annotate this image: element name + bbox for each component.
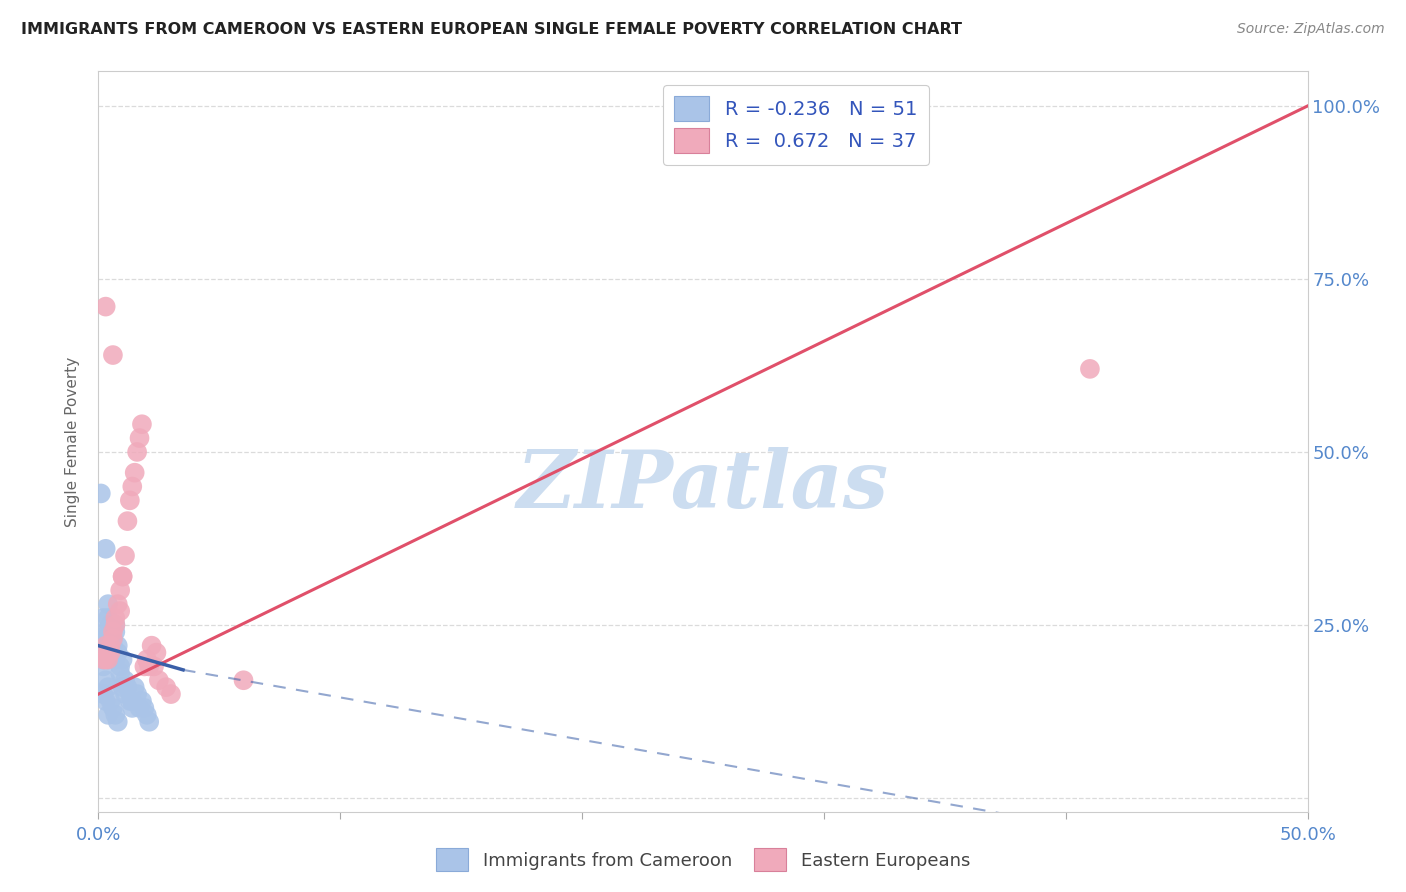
Point <box>90 486 112 500</box>
Point <box>121 479 143 493</box>
Point <box>118 694 141 708</box>
Point <box>91 659 114 673</box>
Point <box>100 694 122 708</box>
Point <box>114 549 136 563</box>
Point <box>117 514 139 528</box>
Point <box>118 493 141 508</box>
Point <box>104 652 127 666</box>
Point <box>155 680 177 694</box>
Point <box>100 618 122 632</box>
Point <box>141 639 163 653</box>
Point <box>104 618 127 632</box>
Point <box>97 680 120 694</box>
Y-axis label: Single Female Poverty: Single Female Poverty <box>65 357 80 526</box>
Point <box>107 597 129 611</box>
Point <box>128 431 150 445</box>
Point <box>131 417 153 432</box>
Point <box>94 639 117 653</box>
Point <box>94 639 117 653</box>
Point <box>100 639 122 653</box>
Text: ZIPatlas: ZIPatlas <box>517 447 889 524</box>
Point <box>104 611 127 625</box>
Point <box>114 687 136 701</box>
Point <box>97 611 120 625</box>
Point <box>94 632 117 646</box>
Point <box>100 632 122 646</box>
Point <box>91 652 114 666</box>
Point <box>135 652 157 666</box>
Point <box>91 611 114 625</box>
Point <box>94 624 117 639</box>
Point <box>135 707 157 722</box>
Point <box>117 680 139 694</box>
Point <box>104 618 127 632</box>
Point <box>94 673 117 688</box>
Point <box>232 673 254 688</box>
Point <box>138 659 160 673</box>
Point <box>97 646 120 660</box>
Point <box>101 632 124 646</box>
Point <box>108 666 131 681</box>
Point <box>107 714 129 729</box>
Point <box>97 652 120 666</box>
Point <box>1078 362 1101 376</box>
Point <box>97 624 120 639</box>
Point <box>101 701 124 715</box>
Point <box>121 694 143 708</box>
Text: Source: ZipAtlas.com: Source: ZipAtlas.com <box>1237 22 1385 37</box>
Point <box>97 652 120 666</box>
Point <box>100 646 122 660</box>
Point <box>94 541 117 556</box>
Point <box>94 300 117 314</box>
Text: IMMIGRANTS FROM CAMEROON VS EASTERN EUROPEAN SINGLE FEMALE POVERTY CORRELATION C: IMMIGRANTS FROM CAMEROON VS EASTERN EURO… <box>21 22 962 37</box>
Point <box>108 659 131 673</box>
Point <box>94 694 117 708</box>
Point <box>143 659 166 673</box>
Point <box>101 639 124 653</box>
Point <box>108 604 131 618</box>
Point <box>127 445 149 459</box>
Point <box>111 652 134 666</box>
Point <box>101 348 124 362</box>
Point <box>94 652 117 666</box>
Legend: R = -0.236   N = 51, R =  0.672   N = 37: R = -0.236 N = 51, R = 0.672 N = 37 <box>662 85 929 165</box>
Point <box>111 569 134 583</box>
Point <box>97 707 120 722</box>
Point <box>104 624 127 639</box>
Point <box>91 646 114 660</box>
Point <box>91 652 114 666</box>
Point <box>124 680 146 694</box>
Point <box>148 673 170 688</box>
Point <box>131 694 153 708</box>
Point <box>134 701 156 715</box>
Point <box>160 687 183 701</box>
Point <box>145 646 167 660</box>
Point <box>111 569 134 583</box>
Point <box>91 687 114 701</box>
Point <box>114 673 136 688</box>
Point <box>107 639 129 653</box>
Legend: Immigrants from Cameroon, Eastern Europeans: Immigrants from Cameroon, Eastern Europe… <box>429 841 977 879</box>
Point <box>108 583 131 598</box>
Point <box>100 639 122 653</box>
Point <box>128 701 150 715</box>
Point <box>121 701 143 715</box>
Point <box>111 680 134 694</box>
Point <box>124 466 146 480</box>
Point <box>104 707 127 722</box>
Point <box>101 632 124 646</box>
Point <box>127 687 149 701</box>
Point <box>134 659 156 673</box>
Point <box>100 646 122 660</box>
Point <box>94 639 117 653</box>
Point <box>97 597 120 611</box>
Point <box>101 624 124 639</box>
Point <box>107 646 129 660</box>
Point <box>138 714 160 729</box>
